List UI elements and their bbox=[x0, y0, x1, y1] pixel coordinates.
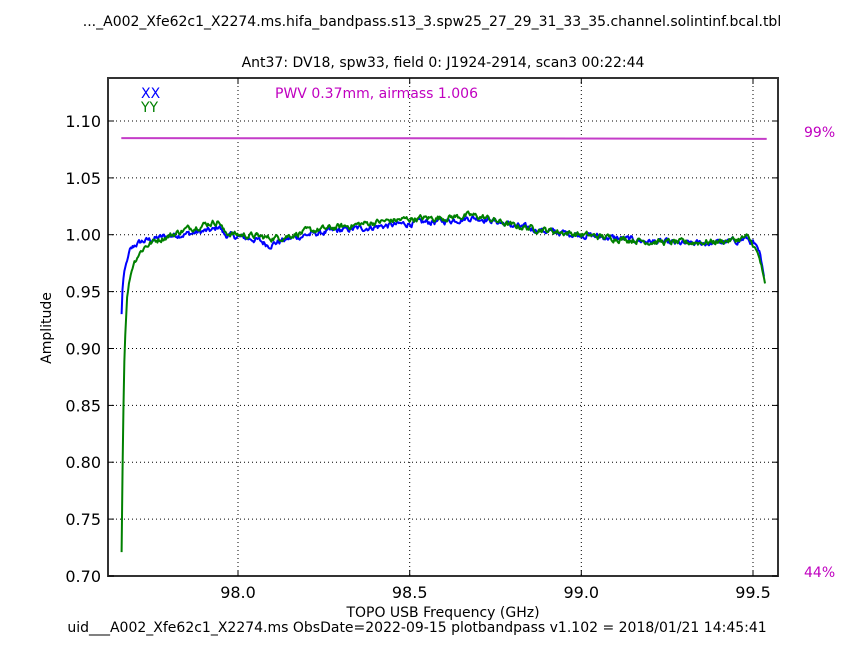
atm-transmission-line bbox=[121, 137, 767, 140]
axis-ticks bbox=[108, 78, 778, 577]
y-axis-label: Amplitude bbox=[39, 292, 55, 364]
x-tick-label: 98.5 bbox=[392, 583, 428, 602]
y-tick-label: 0.90 bbox=[65, 340, 101, 359]
x-axis-label: TOPO USB Frequency (GHz) bbox=[346, 605, 540, 621]
series-xx bbox=[120, 215, 765, 315]
y-tick-label: 0.75 bbox=[65, 510, 101, 529]
y-tick-label: 1.00 bbox=[65, 226, 101, 245]
y-tick-label: 0.70 bbox=[65, 567, 101, 586]
x-tick-label: 99.5 bbox=[735, 583, 771, 602]
y-tick-label: 1.10 bbox=[65, 112, 101, 131]
x-tick-label: 98.0 bbox=[220, 583, 256, 602]
y-tick-label: 0.85 bbox=[65, 396, 101, 415]
y-tick-label: 0.80 bbox=[65, 453, 101, 472]
x-tick-labels: 98.0 98.5 99.0 99.5 bbox=[220, 583, 771, 602]
y-tick-label: 0.95 bbox=[65, 283, 101, 302]
file-title: ..._A002_Xfe62c1_X2274.ms.hifa_bandpass.… bbox=[82, 14, 782, 30]
series-yy bbox=[120, 210, 767, 553]
right-axis-bottom-label: 44% bbox=[804, 565, 835, 581]
footer-info: uid___A002_Xfe62c1_X2274.ms ObsDate=2022… bbox=[67, 620, 767, 636]
plot-frame bbox=[107, 77, 779, 577]
legend-yy: YY bbox=[140, 100, 159, 116]
grid-lines bbox=[108, 78, 778, 577]
data-series bbox=[120, 137, 767, 553]
plot-title: Ant37: DV18, spw33, field 0: J1924-2914,… bbox=[241, 55, 645, 71]
right-axis-top-label: 99% bbox=[804, 125, 835, 141]
pwv-annotation: PWV 0.37mm, airmass 1.006 bbox=[275, 86, 478, 102]
y-tick-labels: 0.70 0.75 0.80 0.85 0.90 0.95 1.00 1.05 1.10 bbox=[65, 112, 101, 586]
y-tick-label: 1.05 bbox=[65, 169, 101, 188]
x-tick-label: 99.0 bbox=[563, 583, 599, 602]
legend-xx: XX bbox=[141, 86, 161, 102]
